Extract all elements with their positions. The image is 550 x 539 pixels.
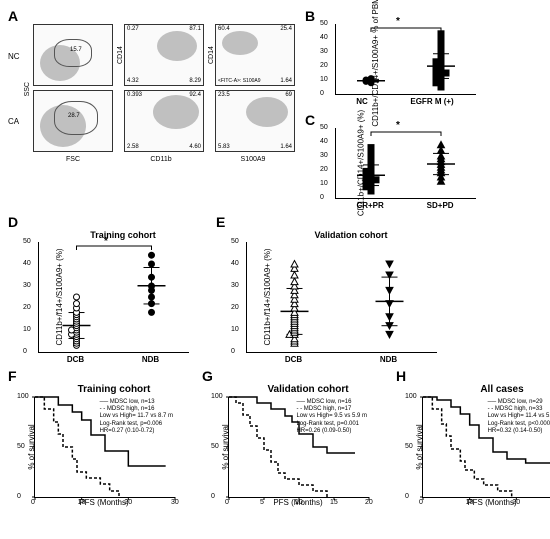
fc-nc-row: 15.7 CD14 0.27 87.1 4.32 8.29 CD14 bbox=[33, 24, 297, 86]
xlab-b: NC EGFR M (+) bbox=[335, 97, 475, 106]
panel-g: G Validation cohort % of survival ── MDS… bbox=[202, 368, 388, 507]
chart-d: CD11b+/f14+/S100A9+ (%) * 01020304050 bbox=[38, 242, 189, 353]
xlab-e: DCB NDB bbox=[246, 355, 436, 364]
panel-d: D Training cohort CD11b+/f14+/S100A9+ (%… bbox=[8, 214, 208, 364]
label-e: E bbox=[216, 214, 225, 230]
km-h: % of survival ── MDSC low, n=29- - MDSC … bbox=[422, 397, 550, 498]
ssc-axis: SSC bbox=[24, 82, 31, 96]
xlab-d: DCB NDB bbox=[38, 355, 188, 364]
panels-bc: B CD11b+/CD14+/S100A9+ % of PBMC * 01020… bbox=[305, 8, 476, 210]
label-c: C bbox=[305, 112, 315, 128]
nc-s100a9-wrap: CD14 60.4 25.4 <FITC-A>: S100A9 1.64 bbox=[208, 24, 295, 86]
ca-s100a9-wrap: x 23.5 69 5.83 1.64 bbox=[208, 90, 295, 152]
label-d: D bbox=[8, 214, 18, 230]
label-b: B bbox=[305, 8, 315, 24]
fc-row-labels: NC CA bbox=[8, 24, 22, 154]
row-fgh: F Training cohort % of survival ── MDSC … bbox=[8, 368, 542, 507]
chart-c: CD11b+/CD14+/S100A9+ (%) * 01020304050 bbox=[335, 128, 476, 199]
cd14-axis1: CD14 bbox=[117, 24, 124, 86]
ca-label: CA bbox=[8, 117, 22, 126]
cd14-axis2: CD14 bbox=[208, 24, 215, 86]
fc-container: NC CA SSC 15.7 CD14 bbox=[8, 24, 297, 163]
y-axis-labels: SSC bbox=[24, 24, 31, 154]
chart-e: CD11b+/f14+/S100A9+ (%) 01020304050 bbox=[246, 242, 437, 353]
nc-cd11b-wrap: CD14 0.27 87.1 4.32 8.29 bbox=[117, 24, 204, 86]
chart-b: CD11b+/CD14+/S100A9+ % of PBMC * 0102030… bbox=[335, 24, 476, 95]
km-g: % of survival ── MDSC low, n=16- - MDSC … bbox=[228, 397, 369, 498]
fc-grid: 15.7 CD14 0.27 87.1 4.32 8.29 CD14 bbox=[33, 24, 297, 163]
chart-b-wrap: CD11b+/CD14+/S100A9+ % of PBMC * 0102030… bbox=[335, 24, 476, 106]
panel-b: B CD11b+/CD14+/S100A9+ % of PBMC * 01020… bbox=[305, 8, 476, 106]
panel-f: F Training cohort % of survival ── MDSC … bbox=[8, 368, 194, 507]
km-h-wrap: % of survival ── MDSC low, n=29- - MDSC … bbox=[422, 397, 550, 507]
fc-ca-s100a9: 23.5 69 5.83 1.64 bbox=[215, 90, 295, 152]
row-de: D Training cohort CD11b+/f14+/S100A9+ (%… bbox=[8, 214, 542, 364]
fc-nc-cd11b: 0.27 87.1 4.32 8.29 bbox=[124, 24, 204, 86]
fc-ca-cd11b: 0.393 92.4 2.58 4.60 bbox=[124, 90, 204, 152]
km-f-wrap: % of survival ── MDSC low, n=13- - MDSC … bbox=[34, 397, 175, 507]
fc-xlabels: FSC CD11b S100A9 bbox=[33, 156, 297, 163]
panel-c: C CD11b+/CD14+/S100A9+ (%) * 01020304050… bbox=[305, 112, 476, 210]
fc-ca-fsc: 28.7 bbox=[33, 90, 113, 152]
panel-h: H All cases % of survival ── MDSC low, n… bbox=[396, 368, 550, 507]
chart-c-wrap: CD11b+/CD14+/S100A9+ (%) * 01020304050 C… bbox=[335, 128, 476, 210]
panel-a: A NC CA SSC 15.7 CD14 bbox=[8, 8, 297, 163]
panel-e: E Validation cohort CD11b+/f14+/S100A9+ … bbox=[216, 214, 456, 364]
nc-label: NC bbox=[8, 52, 22, 61]
fc-ca-row: 28.7 x 0.393 92.4 2.58 4.60 x bbox=[33, 90, 297, 152]
fc-nc-fsc: 15.7 bbox=[33, 24, 113, 86]
nc-fsc-pct: 15.7 bbox=[70, 47, 82, 53]
fc-nc-s100a9: 60.4 25.4 <FITC-A>: S100A9 1.64 bbox=[215, 24, 295, 86]
label-a: A bbox=[8, 8, 18, 24]
ca-cd11b-wrap: x 0.393 92.4 2.58 4.60 bbox=[117, 90, 204, 152]
figure: A NC CA SSC 15.7 CD14 bbox=[8, 8, 542, 507]
km-g-wrap: % of survival ── MDSC low, n=16- - MDSC … bbox=[228, 397, 369, 507]
chart-e-wrap: CD11b+/f14+/S100A9+ (%) 01020304050 DCB … bbox=[246, 242, 437, 364]
chart-d-wrap: CD11b+/f14+/S100A9+ (%) * 01020304050 DC… bbox=[38, 242, 189, 364]
row-top: A NC CA SSC 15.7 CD14 bbox=[8, 8, 542, 210]
km-f: % of survival ── MDSC low, n=13- - MDSC … bbox=[34, 397, 175, 498]
